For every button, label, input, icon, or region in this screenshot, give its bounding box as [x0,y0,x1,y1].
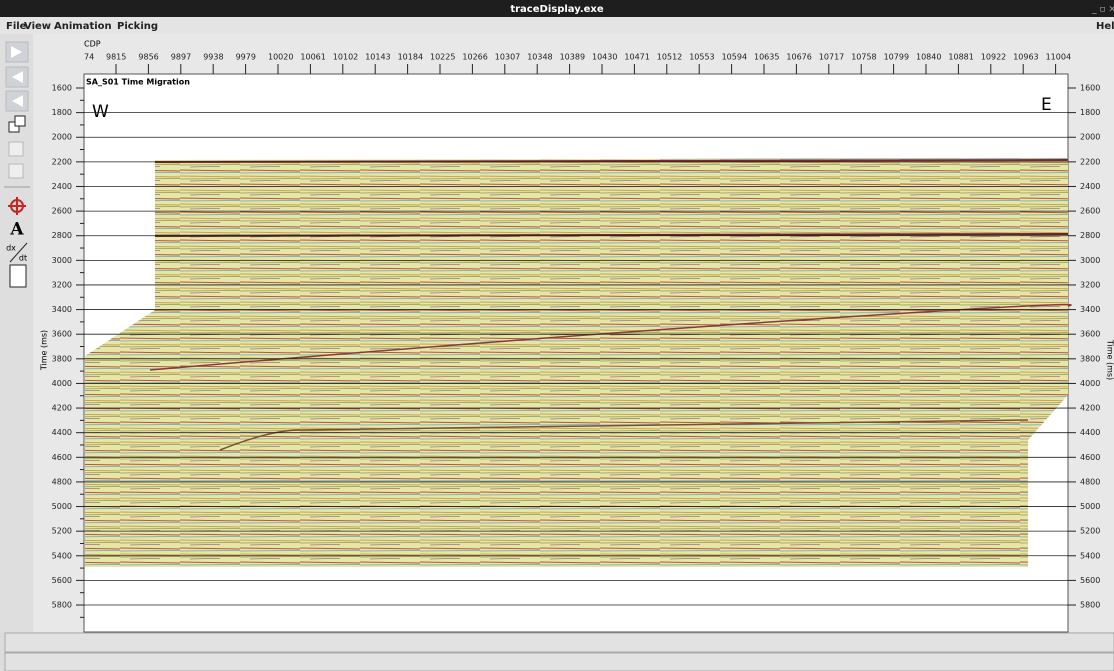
y-tick-label: 5400 [52,551,72,560]
x-tick-label: 10635 [754,53,779,62]
x-tick-label: 10430 [592,53,617,62]
y-right-tick-label: 2000 [1080,133,1100,142]
y-right-tick-label: 4800 [1080,477,1100,486]
x-tick-label: 10471 [624,53,649,62]
x-tick-label: 9856 [138,53,158,62]
x-tick-label: 10676 [786,53,811,62]
y-tick-label: 5600 [52,576,72,585]
y-right-tick-label: 4600 [1080,453,1100,462]
y-right-tick-label: 2400 [1080,182,1100,191]
x-tick-label: 10225 [430,53,455,62]
y-right-tick-label: 1600 [1080,84,1100,93]
y-right-tick-label: 5600 [1080,576,1100,585]
y-tick-label: 5200 [52,527,72,536]
y-tick-label: 5800 [52,601,72,610]
window-controls[interactable]: _ ▫ × [1091,5,1114,15]
x-tick-label: 10717 [819,53,844,62]
menu-help[interactable]: Help [1096,21,1114,32]
x-tick-label: 11004 [1046,53,1071,62]
x-tick-label: 10348 [527,53,552,62]
y-tick-label: 2000 [52,133,72,142]
x-tick-label: 10553 [689,53,714,62]
west-label: W [92,102,109,122]
derivative-tool-top[interactable]: dx [6,244,16,253]
y-axis-right-label: Time (ms) [1106,339,1114,380]
x-tick-label: 10922 [981,53,1006,62]
y-right-tick-label: 5000 [1080,502,1100,511]
y-tick-label: 3200 [52,280,72,289]
y-tick-label: 4000 [52,379,72,388]
y-right-tick-label: 3800 [1080,354,1100,363]
x-tick-label: 10266 [462,53,487,62]
x-tick-label: 10061 [300,53,325,62]
x-tick-label: 9897 [171,53,191,62]
status-bar [5,653,1114,671]
x-tick-label: 10963 [1013,53,1038,62]
y-right-tick-label: 3200 [1080,280,1100,289]
y-tick-label: 5000 [52,502,72,511]
y-right-tick-label: 5400 [1080,551,1100,560]
status-bar [5,633,1114,652]
y-right-tick-label: 4400 [1080,428,1100,437]
menu-item[interactable]: Animation [54,21,112,32]
derivative-tool-bottom[interactable]: dt [19,254,27,263]
x-tick-label: 9815 [106,53,126,62]
window-title: traceDisplay.exe [510,4,604,15]
x-tick-label: 10799 [884,53,909,62]
y-tick-label: 2200 [52,157,72,166]
y-tick-label: 4800 [52,477,72,486]
section-title: SA_S01 Time Migration [86,78,190,87]
y-right-tick-label: 3400 [1080,305,1100,314]
y-tick-label: 1800 [52,108,72,117]
x-tick-label: 10389 [560,53,585,62]
east-label: E [1041,95,1052,115]
y-right-tick-label: 3600 [1080,330,1100,339]
y-right-tick-label: 4000 [1080,379,1100,388]
x-tick-label: 9938 [203,53,223,62]
x-tick-label: 10020 [268,53,293,62]
y-axis-label: Time (ms) [40,330,49,371]
menu-item[interactable]: Picking [117,21,158,32]
y-tick-label: 2600 [52,207,72,216]
x-tick-label: 9979 [236,53,256,62]
y-tick-label: 2400 [52,182,72,191]
y-right-tick-label: 4200 [1080,404,1100,413]
y-tick-label: 3800 [52,354,72,363]
menu-bar [0,17,1114,34]
y-tick-label: 2800 [52,231,72,240]
y-tick-label: 4600 [52,453,72,462]
y-right-tick-label: 5200 [1080,527,1100,536]
x-tick-label: 10512 [657,53,682,62]
y-right-tick-label: 2200 [1080,157,1100,166]
x-tick-label: 10102 [333,53,358,62]
x-tick-label: 10594 [722,53,747,62]
y-tick-label: 3000 [52,256,72,265]
y-right-tick-label: 2800 [1080,231,1100,240]
x-tick-label: 10184 [398,53,423,62]
y-tick-label: 1600 [52,84,72,93]
x-tick-label: 10143 [365,53,390,62]
y-right-tick-label: 5800 [1080,601,1100,610]
menu-item[interactable]: View [24,21,51,32]
y-right-tick-label: 3000 [1080,256,1100,265]
y-tick-label: 3600 [52,330,72,339]
y-right-tick-label: 1800 [1080,108,1100,117]
app-window: traceDisplay.exe _ ▫ × FileViewAnimation… [0,0,1114,671]
y-tick-label: 4400 [52,428,72,437]
y-tick-label: 3400 [52,305,72,314]
y-tick-label: 4200 [52,404,72,413]
text-tool[interactable]: A [9,220,24,240]
x-tick-label: 10307 [495,53,520,62]
x-tick-label: 10840 [916,53,941,62]
x-tick-label: 74 [84,53,94,62]
y-right-tick-label: 2600 [1080,207,1100,216]
x-axis-label: CDP [84,40,101,49]
x-tick-label: 10758 [851,53,876,62]
x-tick-label: 10881 [948,53,973,62]
